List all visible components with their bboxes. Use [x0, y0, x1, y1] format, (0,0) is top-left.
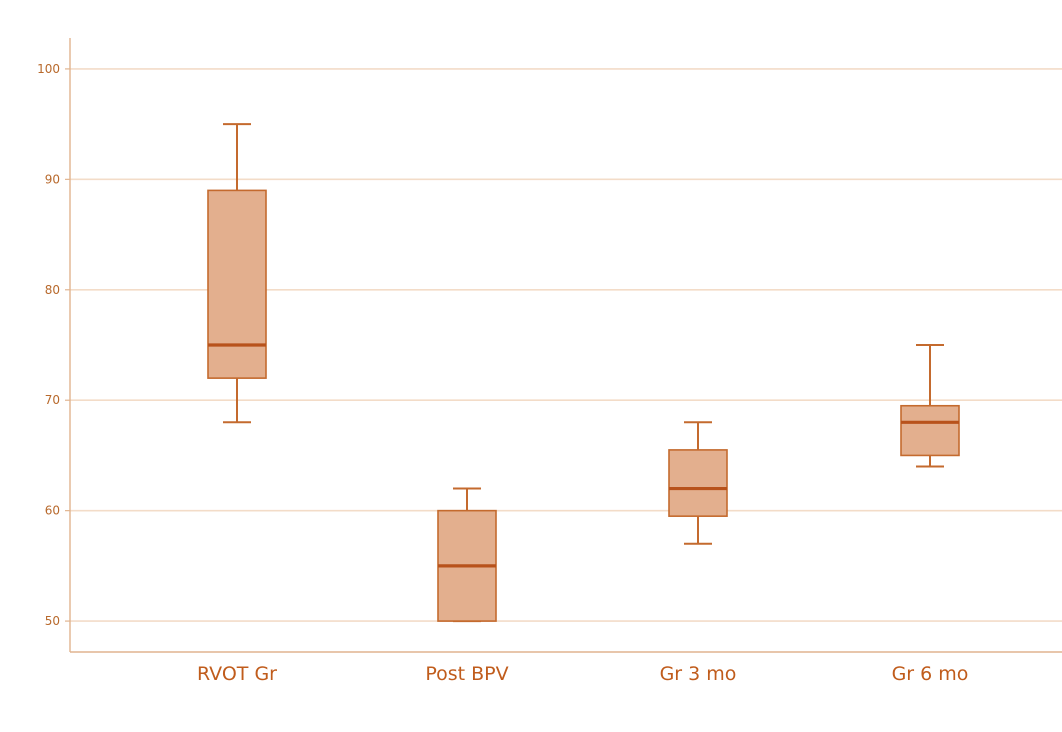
boxes [207, 123, 960, 623]
box-gr-6-mo [900, 344, 960, 468]
x-category-label: Gr 6 mo [892, 663, 969, 685]
axes [65, 38, 1062, 653]
box-rvot-gr [207, 123, 267, 424]
box-post-bpv [437, 487, 497, 623]
iqr-box [207, 189, 267, 379]
y-tick-label: 70 [45, 393, 60, 407]
box-gr-3-mo [668, 421, 728, 545]
y-tick-label: 50 [45, 614, 60, 628]
x-category-label: RVOT Gr [197, 663, 277, 685]
iqr-box [900, 404, 960, 457]
category-labels: RVOT Gr Post BPV Gr 3 mo Gr 6 mo [197, 663, 968, 685]
y-tick-label: 60 [45, 504, 60, 518]
y-tick-label: 90 [45, 172, 60, 186]
y-tick-label: 80 [45, 283, 60, 297]
y-tick-label: 100 [37, 62, 60, 76]
y-tick-labels: 50 60 70 80 90 100 [37, 62, 60, 628]
iqr-box [668, 449, 728, 517]
x-category-label: Post BPV [425, 663, 508, 685]
x-category-label: Gr 3 mo [660, 663, 737, 685]
